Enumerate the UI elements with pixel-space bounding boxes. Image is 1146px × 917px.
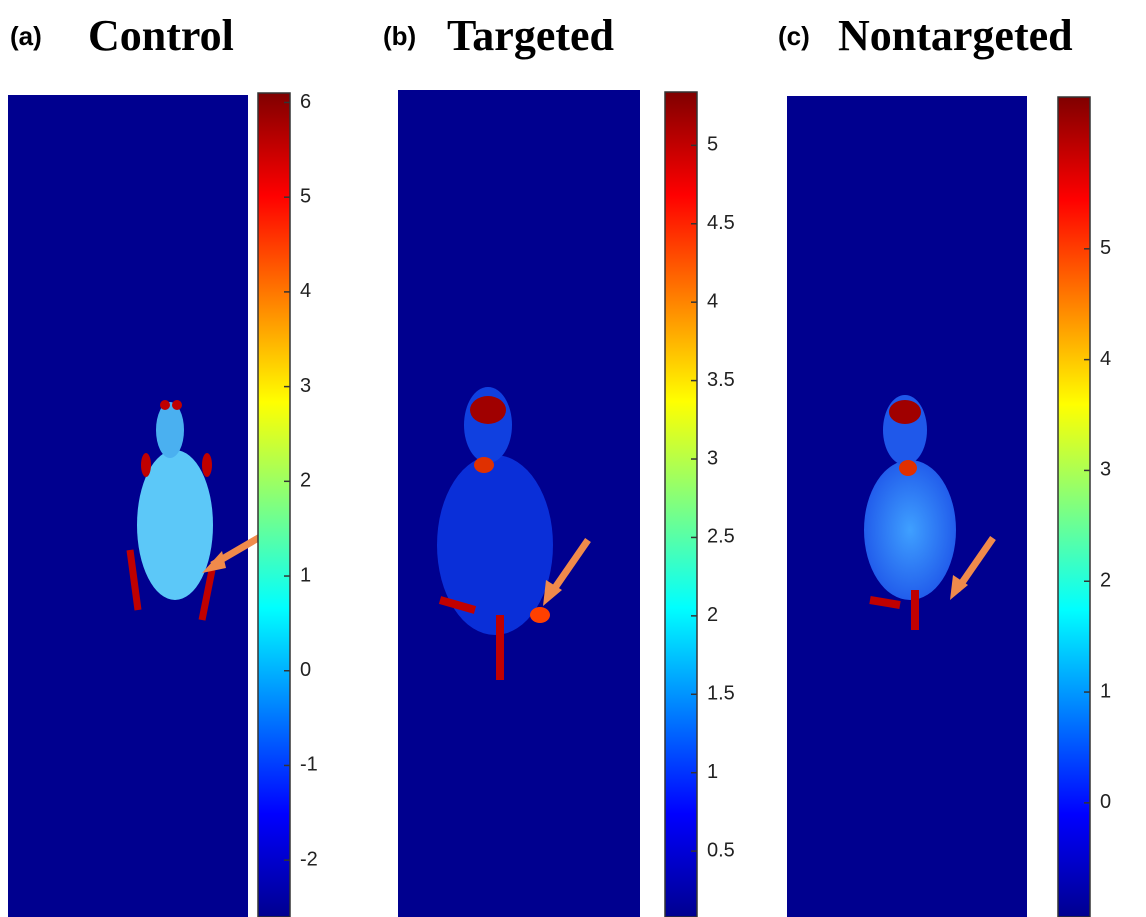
mouse-head [156, 402, 184, 458]
colorbar-tick-label: 0 [300, 659, 311, 681]
colorbar-tick-label: 0 [1100, 791, 1111, 813]
panel-a: (a) Control [8, 11, 274, 917]
colorbar-tick-label: 5 [1100, 237, 1111, 259]
colorbar-tick-label: 1.5 [707, 683, 735, 705]
colorbar-tick-label: 2 [1100, 570, 1111, 592]
colorbar-tick-label: -1 [300, 754, 318, 776]
colorbar-tick-label: 2 [707, 604, 718, 626]
colorbar-tick-label: 3 [300, 375, 311, 397]
colorbar-tick-label: 4 [300, 280, 311, 302]
colorbar-tick-label: 6 [300, 91, 311, 113]
mouse-body [864, 460, 956, 600]
panel-label: (b) [383, 21, 416, 51]
panel-title: Nontargeted [838, 11, 1073, 60]
colorbar [664, 91, 698, 917]
colorbar-tick-label: 4.5 [707, 212, 735, 234]
panel-label: (a) [10, 21, 42, 51]
mouse-body [437, 455, 553, 635]
panel-label: (c) [778, 21, 810, 51]
colorbar-tick-label: -2 [300, 848, 318, 870]
colorbar-tick-label: 4 [707, 290, 718, 312]
mouse-body [137, 450, 213, 600]
colorbar-tick-label: 2 [300, 470, 311, 492]
panel-c: (c) Nontargeted [778, 11, 1073, 917]
colorbar-tick-label: 5 [300, 185, 311, 207]
colorbar-tick-label: 2.5 [707, 526, 735, 548]
colorbar [257, 92, 291, 917]
colorbar-tick-label: 3 [1100, 459, 1111, 481]
colorbar-tick-label: 1 [300, 564, 311, 586]
colorbar-tick-label: 1 [707, 761, 718, 783]
colorbar-tick-label: 3 [707, 447, 718, 469]
colorbar-tick-label: 5 [707, 134, 718, 156]
colorbar-tick-label: 4 [1100, 348, 1111, 370]
colorbar-tick-label: 1 [1100, 680, 1111, 702]
image [8, 95, 248, 917]
panel-title: Targeted [447, 11, 614, 60]
panel-title: Control [88, 11, 234, 60]
panel-b: (b) Targeted [383, 11, 640, 917]
arrow [547, 538, 591, 597]
colorbar-tick-label: 0.5 [707, 839, 735, 861]
arrow [954, 536, 996, 592]
colorbar-tick-label: 3.5 [707, 369, 735, 391]
colorbar [1057, 96, 1091, 917]
